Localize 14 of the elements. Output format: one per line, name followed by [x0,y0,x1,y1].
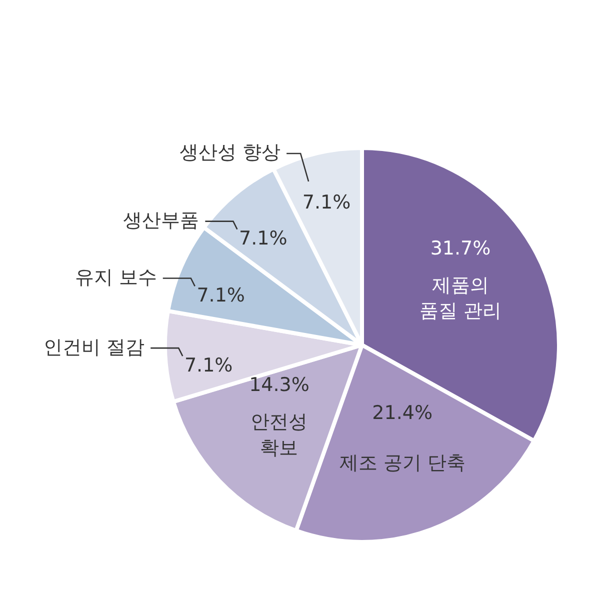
slice-label: 제품의 품질 관리 [419,274,502,322]
slice-label: 생산성 향상 [180,142,281,164]
data-label: 7.1% [184,354,233,376]
data-label: 7.1% [196,284,246,306]
data-label: 31.7% [430,237,491,260]
data-label: 7.1% [239,228,288,250]
slice-label: 제조 공기 단축 [339,452,466,474]
slice-label: 생산부품 [123,210,200,232]
data-label: 7.1% [302,192,351,214]
slice-label: 안전성 확보 [250,411,308,459]
data-label: 21.4% [372,402,433,424]
data-label: 14.3% [249,374,310,396]
slice-label: 인건비 절감 [44,336,145,358]
slice-label: 유지 보수 [74,266,157,288]
